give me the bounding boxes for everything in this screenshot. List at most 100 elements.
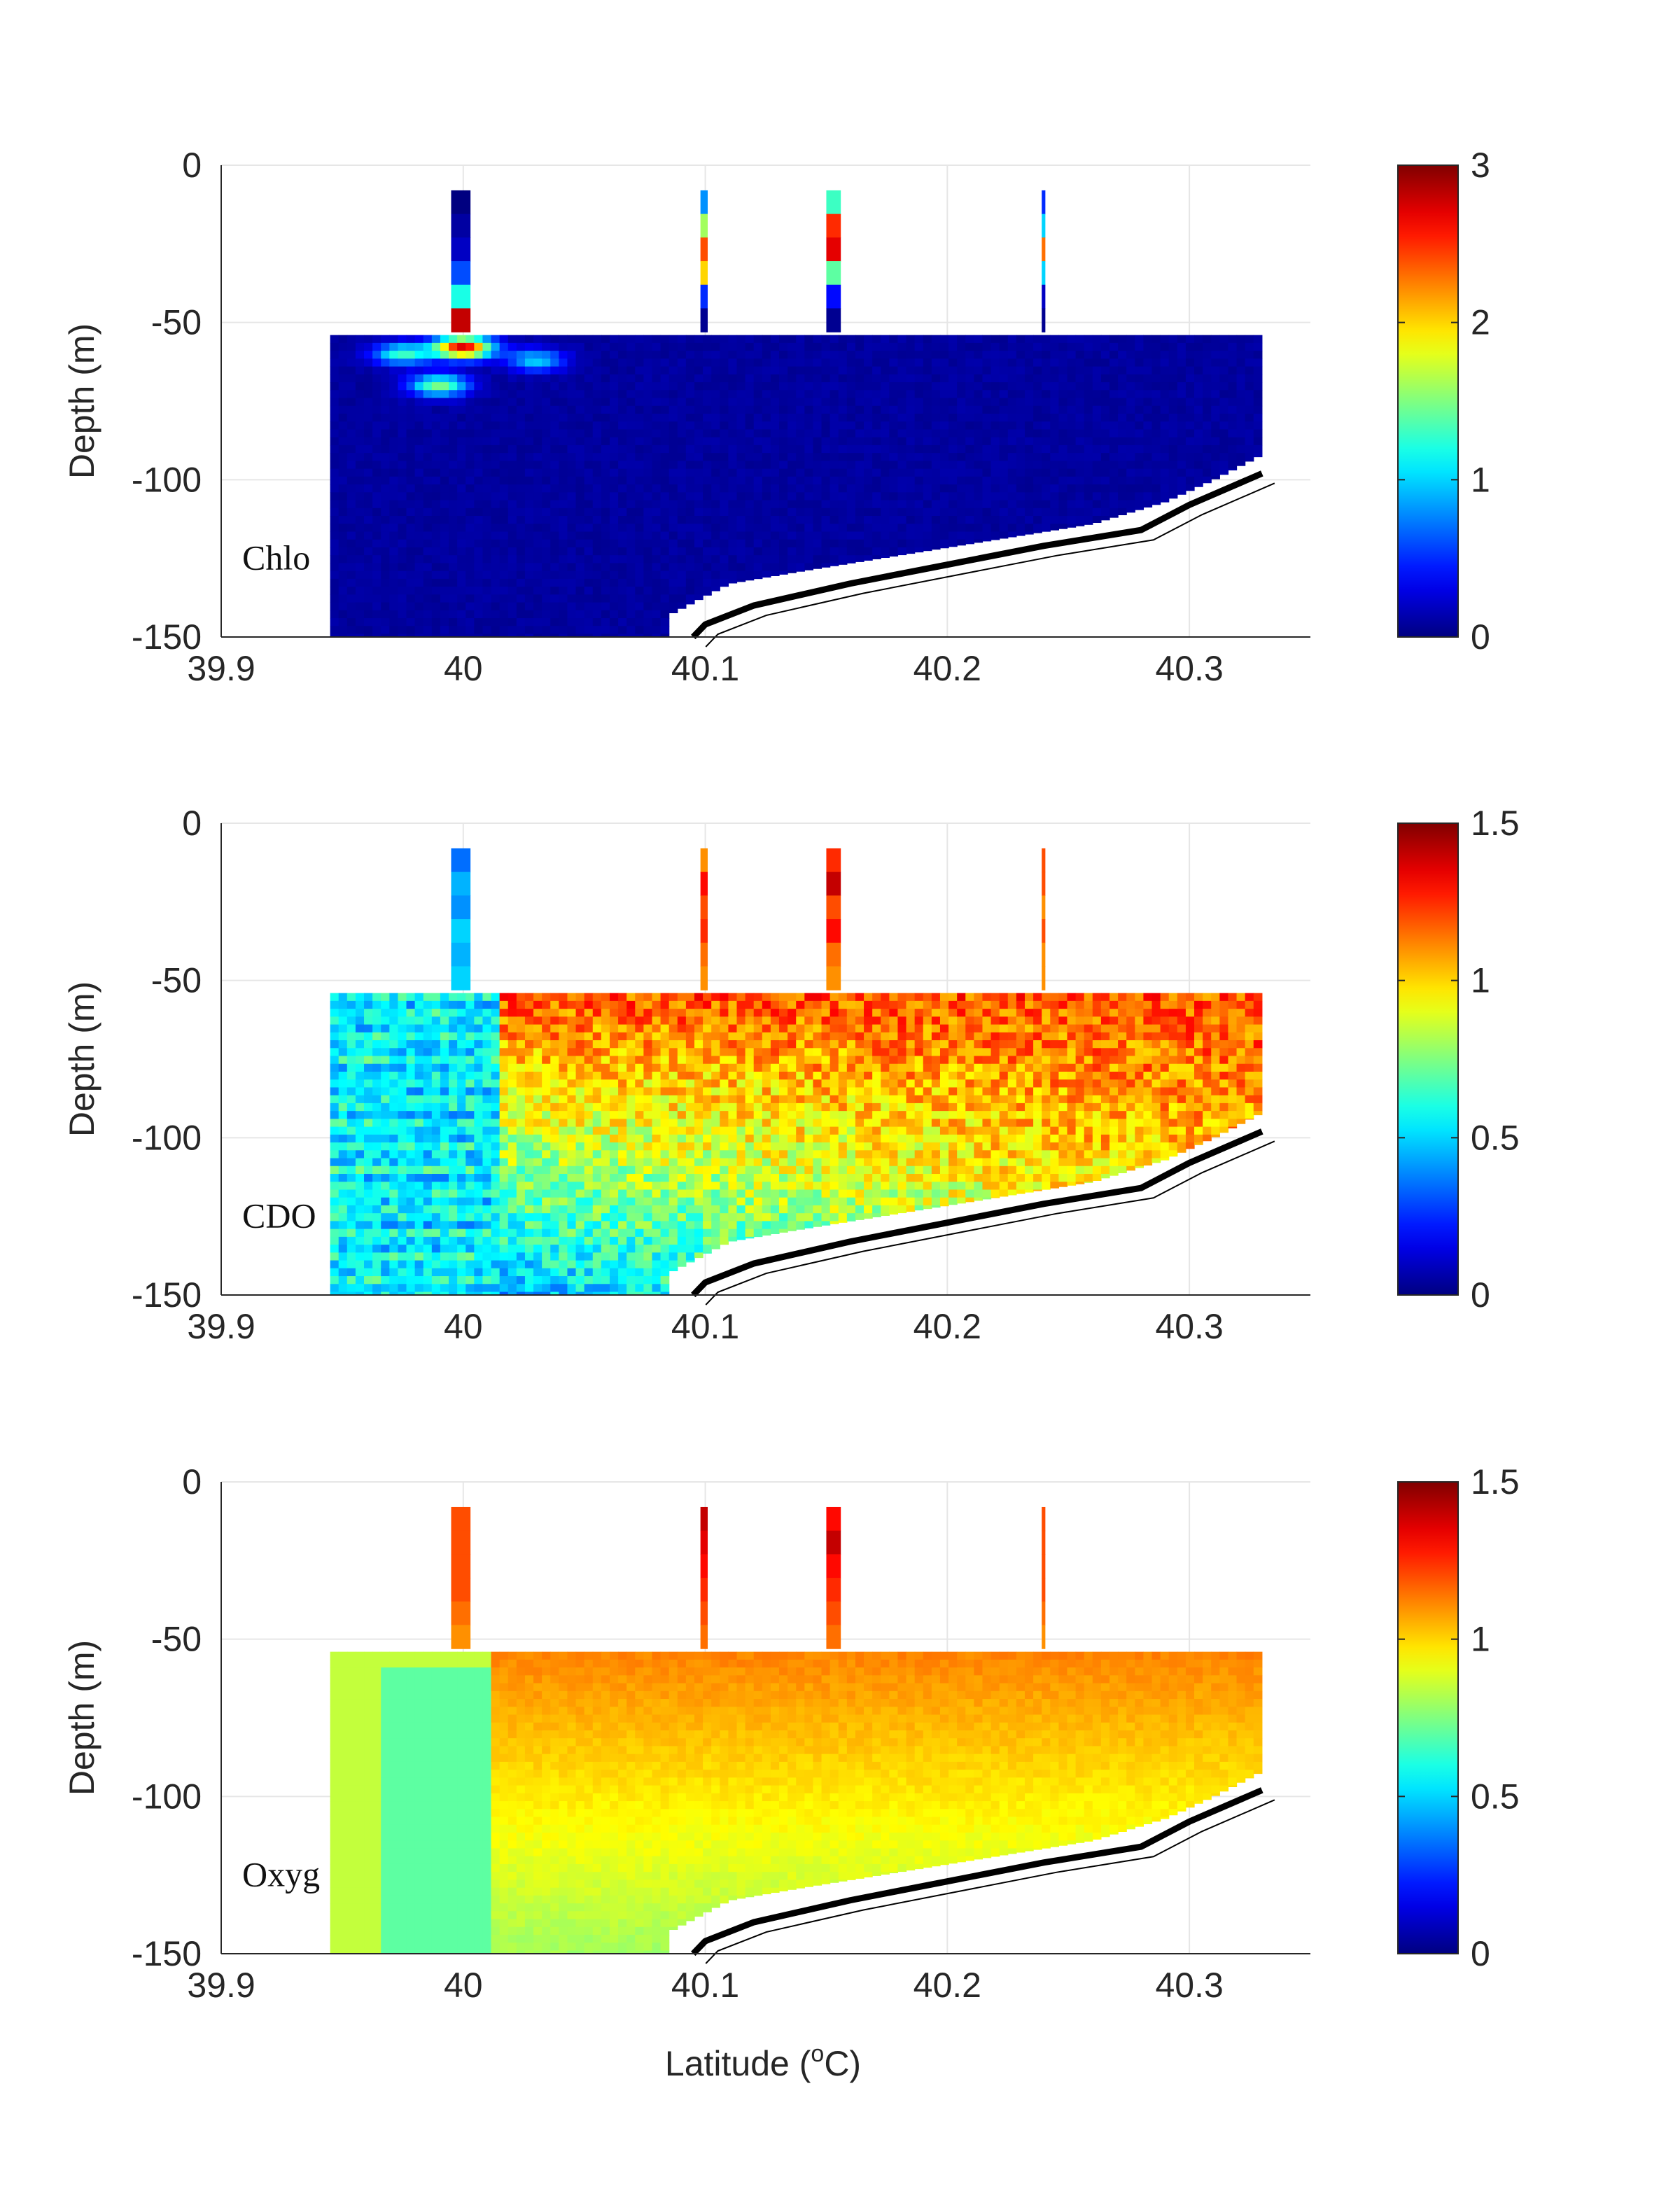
heatmap-cell	[1067, 335, 1077, 344]
heatmap-cell	[1211, 421, 1220, 430]
heatmap-cell	[990, 484, 1000, 493]
heatmap-cell	[355, 1048, 365, 1057]
heatmap-cell	[524, 429, 534, 438]
heatmap-cell	[584, 492, 594, 501]
heatmap-cell	[542, 507, 551, 517]
heatmap-cell	[457, 1228, 466, 1238]
heatmap-cell	[1160, 335, 1170, 344]
heatmap-cell	[931, 335, 941, 344]
heatmap-cell	[762, 398, 771, 407]
heatmap-cell	[762, 351, 771, 359]
heatmap-cell	[338, 1189, 348, 1198]
heatmap-cell	[449, 335, 458, 344]
heatmap-cell	[482, 413, 492, 422]
heatmap-cell	[652, 1032, 662, 1041]
heatmap-cell	[507, 1079, 517, 1088]
heatmap-cell	[575, 366, 585, 375]
heatmap-cell	[931, 437, 941, 446]
heatmap-cell	[389, 578, 399, 587]
heatmap-cell	[770, 492, 780, 501]
heatmap-cell	[516, 516, 526, 524]
heatmap-cell	[753, 398, 763, 407]
heatmap-cell	[1100, 507, 1110, 517]
heatmap-cell	[635, 1079, 644, 1088]
heatmap-cell	[491, 1095, 500, 1104]
heatmap-cell	[507, 507, 517, 517]
heatmap-cell	[414, 594, 424, 603]
heatmap-cell	[982, 366, 992, 375]
heatmap-cell	[449, 390, 458, 399]
heatmap-cell	[499, 1260, 509, 1269]
heatmap-cell	[1245, 453, 1254, 461]
heatmap-cell	[1135, 398, 1144, 407]
heatmap-cell	[423, 1079, 433, 1088]
heatmap-cell	[626, 390, 636, 399]
heatmap-cell	[736, 366, 746, 375]
heatmap-cell	[703, 398, 712, 407]
heatmap-cell	[440, 1000, 449, 1009]
heatmap-cell	[406, 1016, 416, 1026]
heatmap-cell	[457, 578, 466, 587]
heatmap-cell	[550, 1134, 559, 1143]
heatmap-cell	[550, 461, 559, 470]
heatmap-cell	[914, 342, 924, 351]
heatmap-cell	[592, 1016, 602, 1026]
heatmap-cell	[957, 342, 966, 351]
heatmap-cell	[584, 476, 594, 485]
heatmap-cell	[533, 461, 542, 470]
heatmap-cell	[643, 634, 653, 638]
heatmap-cell	[1092, 413, 1102, 422]
heatmap-cell	[1110, 484, 1119, 493]
heatmap-cell	[491, 390, 500, 399]
heatmap-cell	[1100, 390, 1110, 399]
heatmap-cell	[338, 1048, 348, 1057]
heatmap-cell	[338, 366, 348, 375]
heatmap-cell	[1092, 366, 1102, 375]
heatmap-cell	[1058, 484, 1068, 493]
heatmap-cell	[1016, 358, 1026, 368]
heatmap-cell	[821, 342, 831, 351]
heatmap-cell	[567, 1032, 577, 1041]
heatmap-cell	[372, 398, 382, 407]
heatmap-cell	[643, 602, 653, 611]
heatmap-cell	[431, 1032, 441, 1041]
heatmap-cell	[821, 351, 831, 359]
heatmap-cell	[584, 555, 594, 564]
heatmap-cell	[923, 421, 932, 430]
heatmap-cell	[457, 1182, 466, 1191]
heatmap-cell	[1135, 358, 1144, 368]
heatmap-cell	[1110, 500, 1119, 509]
heatmap-cell	[999, 437, 1009, 446]
heatmap-cell	[881, 531, 890, 540]
heatmap-cell	[507, 1284, 517, 1293]
heatmap-cell	[507, 578, 517, 587]
heatmap-cell	[660, 610, 670, 619]
heatmap-cell	[881, 461, 890, 470]
heatmap-cell	[507, 516, 517, 524]
heatmap-cell	[550, 351, 559, 359]
heatmap-cell	[1075, 444, 1085, 454]
heatmap-cell	[948, 516, 958, 524]
heatmap-cell	[745, 461, 755, 470]
heatmap-cell	[881, 437, 890, 446]
heatmap-cell	[406, 351, 416, 359]
heatmap-cell	[685, 594, 695, 603]
heatmap-cell	[449, 1087, 458, 1096]
heatmap-cell	[1084, 413, 1093, 422]
heatmap-cell	[338, 1142, 348, 1151]
heatmap-cell	[364, 1000, 373, 1009]
heatmap-cell	[652, 492, 662, 501]
heatmap-cell	[533, 1048, 542, 1057]
heatmap-cell	[1084, 484, 1093, 493]
heatmap-cell	[703, 429, 712, 438]
heatmap-cell	[736, 507, 746, 517]
heatmap-cell	[364, 342, 373, 351]
heatmap-cell	[897, 374, 907, 383]
heatmap-cell	[491, 1048, 500, 1057]
heatmap-cell	[855, 524, 864, 533]
heatmap-cell	[389, 1016, 399, 1026]
heatmap-cell	[957, 366, 966, 375]
heatmap-cell	[575, 993, 585, 1002]
heatmap-cell	[1033, 390, 1042, 399]
heatmap-cell	[482, 1228, 492, 1238]
